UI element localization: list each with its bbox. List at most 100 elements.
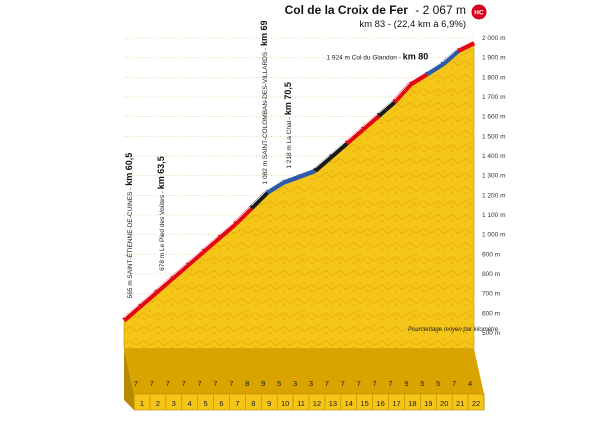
x-km-label: 18 — [408, 399, 416, 408]
gradient-label: 5 — [420, 379, 424, 388]
profile-segment-highlight — [235, 205, 252, 222]
y-tick-label: 1 600 m — [482, 114, 506, 121]
profile-segment-highlight — [457, 40, 475, 49]
chart-title-group: Col de la Croix de Fer - 2 067 m km 83 -… — [285, 3, 487, 30]
profile-segment — [249, 190, 269, 210]
gradient-label: 9 — [404, 379, 408, 388]
profile-segment-highlight — [171, 262, 188, 277]
base-layer — [124, 348, 485, 411]
gradient-label: 7 — [452, 379, 456, 388]
y-tick-label: 2 000 m — [482, 35, 506, 42]
gradient-label: 7 — [229, 379, 233, 388]
segment-gradient-labels: 7 7 7 7 7 7 7 8 9 5 3 3 7 7 7 7 7 9 5 5 7 4 — [134, 379, 472, 388]
gradient-label: 7 — [388, 379, 392, 388]
x-km-label: 12 — [313, 399, 321, 408]
x-km-label: 5 — [204, 399, 208, 408]
gradient-label: 7 — [373, 379, 377, 388]
profile-segment — [424, 62, 444, 77]
profile-segment-highlight — [314, 154, 332, 169]
x-km-label: 16 — [376, 399, 384, 408]
summit-altitude: - 2 067 m — [415, 3, 466, 17]
profile-segment — [170, 263, 190, 281]
profile-segment — [345, 127, 365, 146]
profile-segment-highlight — [410, 71, 427, 83]
base-slab-side — [124, 348, 134, 410]
y-tick-label: 1 300 m — [482, 173, 506, 180]
gradient-label: 7 — [357, 379, 361, 388]
gradient-label: 7 — [150, 379, 154, 388]
gradient-label: 7 — [166, 379, 170, 388]
x-km-label: 19 — [424, 399, 432, 408]
profile-segment-highlight — [298, 167, 316, 175]
profile-segment-highlight — [187, 248, 204, 263]
profile-segment — [138, 290, 158, 309]
x-axis-km-labels: 1 2 3 4 5 6 7 8 9 10 11 12 13 14 15 16 17 18 19 20 21 22 — [140, 399, 480, 408]
profile-segment — [409, 72, 428, 87]
location-label: 1 218 m La Chal - km 70,5 — [283, 82, 293, 169]
profile-segment — [440, 48, 460, 67]
location-annotations: 565 m SAINT-ÉTIENNE-DE-CUINES - km 60,5 6… — [124, 20, 428, 298]
location-annotation: 1 218 m La Chal - km 70,5 — [283, 82, 293, 169]
y-tick-label: 600 m — [482, 310, 500, 317]
gradient-label: 7 — [182, 379, 186, 388]
profile-segment — [392, 82, 413, 104]
x-km-label: 14 — [345, 399, 353, 408]
x-km-label: 2 — [156, 399, 160, 408]
x-km-label: 7 — [235, 399, 239, 408]
profile-segment-highlight — [394, 81, 411, 100]
y-tick-label: 900 m — [482, 251, 500, 258]
x-km-label: 17 — [392, 399, 400, 408]
x-km-label: 21 — [456, 399, 464, 408]
location-annotation: 1 082 m SAINT-COLOMBAN-DES-VILLARDS - km… — [259, 20, 269, 184]
summit-badge-label: HC — [474, 10, 484, 17]
gradient-label: 3 — [309, 379, 313, 388]
x-km-label: 8 — [251, 399, 255, 408]
profile-segment — [329, 141, 349, 159]
profile-area — [123, 42, 475, 350]
gradient-label: 9 — [261, 379, 265, 388]
summit-badge: HC — [471, 4, 487, 20]
profile-segment-highlight — [123, 303, 141, 319]
location-annotation: 678 m Le Pied des Voûtes - km 63,5 — [156, 156, 166, 271]
x-km-label: 15 — [361, 399, 369, 408]
x-km-label: 22 — [472, 399, 480, 408]
profile-segment — [122, 304, 142, 323]
y-tick-label: 1 800 m — [482, 74, 506, 81]
gradient-label: 3 — [293, 379, 297, 388]
profile-segment — [201, 235, 222, 254]
chart-subtitle: km 83 - (22,4 km à 6,9%) — [359, 19, 466, 30]
profile-segment — [376, 100, 397, 118]
x-km-label: 9 — [267, 399, 271, 408]
profile-segment-highlight — [203, 234, 220, 250]
profile-segment — [154, 277, 174, 295]
x-km-label: 13 — [329, 399, 337, 408]
y-tick-label: 1 400 m — [482, 153, 506, 160]
x-km-label: 3 — [172, 399, 176, 408]
profile-segment — [361, 113, 381, 132]
y-tick-label: 800 m — [482, 271, 500, 278]
profile-segment-highlight — [219, 221, 236, 236]
gradient-label: 5 — [436, 379, 440, 388]
y-tick-label: 700 m — [482, 291, 500, 298]
profile-segment-highlight — [139, 289, 157, 305]
profile-area-layer — [123, 42, 475, 350]
profile-segment-highlight — [378, 99, 395, 114]
profile-segment-highlight — [155, 276, 172, 291]
gradient-note: Pourcentage moyen par kilomètre — [408, 327, 499, 333]
profile-line-layer — [122, 40, 476, 323]
profile-segment-highlight — [330, 140, 347, 155]
gradient-label: 7 — [325, 379, 329, 388]
svg-text:Col de la Croix de Fer -: Col de la Croix de Fer - 2 067 m — [285, 3, 466, 17]
profile-segment-highlight — [266, 179, 284, 191]
gradient-label: 8 — [245, 379, 249, 388]
location-label: 1 082 m SAINT-COLOMBAN-DES-VILLARDS - km… — [259, 20, 269, 184]
x-km-label: 6 — [219, 399, 223, 408]
profile-segment-highlight — [441, 47, 459, 63]
profile-segment — [298, 168, 316, 179]
y-tick-label: 1 900 m — [482, 55, 506, 62]
location-annotation: 565 m SAINT-ÉTIENNE-DE-CUINES - km 60,5 — [124, 153, 134, 299]
gradient-label: 7 — [198, 379, 202, 388]
profile-segment-highlight — [346, 126, 363, 142]
x-km-label: 11 — [297, 399, 305, 408]
profile-segment — [282, 174, 300, 185]
